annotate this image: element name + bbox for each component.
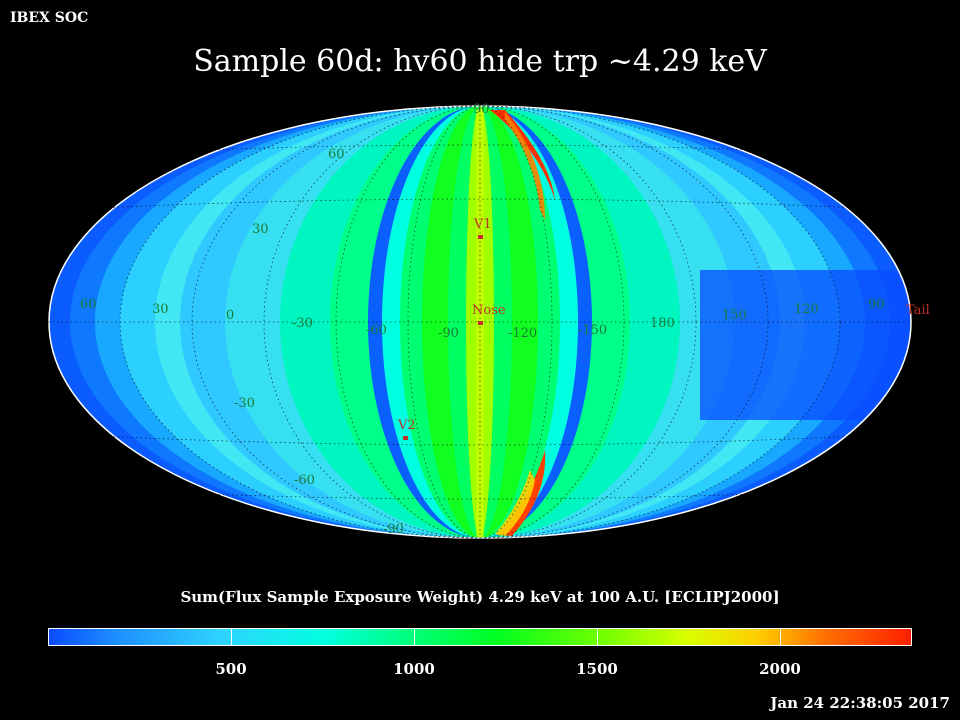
page-title: Sample 60d: hv60 hide trp ~4.29 keV [193, 44, 767, 79]
marker-v2 [403, 436, 408, 440]
lat-label-90: 90 [473, 102, 490, 117]
lon-label-neg60: -60 [366, 323, 387, 338]
lon-label-0: 0 [226, 308, 234, 323]
colorbar-tick [231, 628, 232, 646]
lon-label-180: 180 [650, 316, 675, 331]
marker-tail-label: Tail [906, 303, 930, 318]
colorbar-tick [414, 628, 415, 646]
lon-label-150: 150 [722, 308, 747, 323]
colorbar-title: Sum(Flux Sample Exposure Weight) 4.29 ke… [180, 588, 780, 606]
colorbar-label-1500: 1500 [576, 660, 618, 678]
lon-label-neg30: -30 [292, 316, 313, 331]
lon-label-neg150: -150 [578, 323, 607, 338]
lon-label-90: 90 [868, 297, 885, 312]
marker-nose-label: Nose [472, 303, 506, 318]
timestamp: Jan 24 22:38:05 2017 [770, 694, 950, 712]
lon-label-neg120: -120 [508, 326, 537, 341]
colorbar-tick [597, 628, 598, 646]
colorbar-label-500: 500 [215, 660, 247, 678]
lon-label-60: 60 [80, 297, 97, 312]
marker-v2-label: V2 [397, 418, 416, 433]
colorbar-tick [780, 628, 781, 646]
lon-label-120: 120 [794, 302, 819, 317]
lat-label-neg90: -90 [383, 522, 404, 537]
colorbar-label-2000: 2000 [759, 660, 801, 678]
org-label: IBEX SOC [10, 10, 89, 26]
marker-v1 [478, 235, 483, 239]
colorbar-label-1000: 1000 [393, 660, 435, 678]
marker-v1-label: V1 [473, 217, 492, 232]
lat-label-30: 30 [252, 222, 269, 237]
marker-nose [478, 321, 483, 325]
lat-label-60: 60 [328, 147, 345, 162]
lon-label-30: 30 [152, 302, 169, 317]
colorbar [48, 628, 912, 646]
sky-map: 90 60 30 -30 -60 -90 60 30 0 -30 -60 -90… [48, 102, 930, 539]
lat-label-neg30: -30 [234, 396, 255, 411]
lat-label-neg60: -60 [294, 473, 315, 488]
lon-label-neg90: -90 [438, 326, 459, 341]
